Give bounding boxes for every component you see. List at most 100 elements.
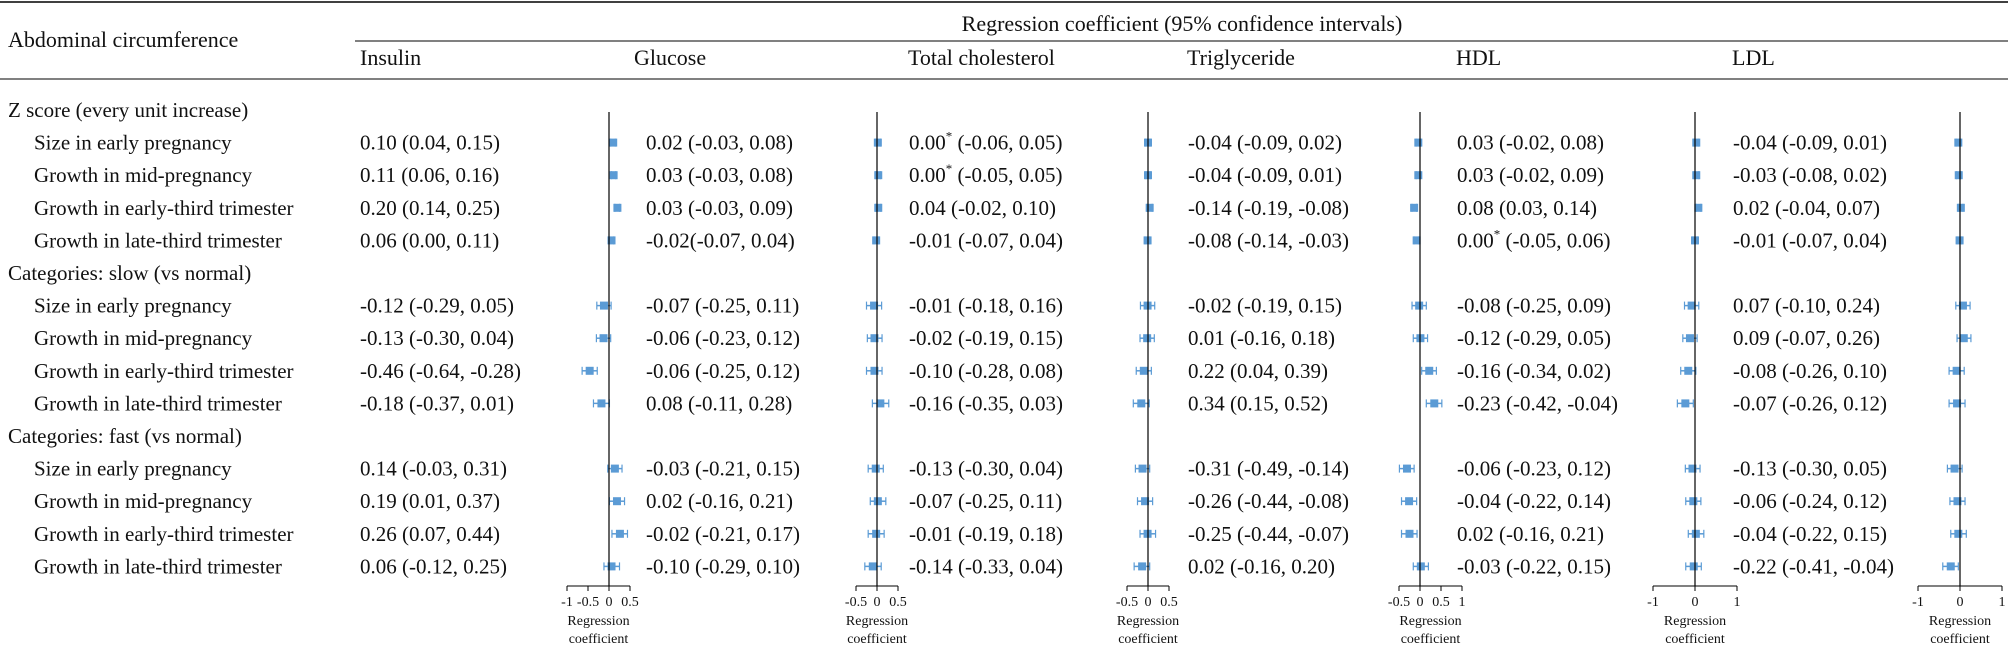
x-axis-label: coefficient (1930, 632, 1990, 647)
value-cell: -0.03 (-0.22, 0.15) (1457, 554, 1611, 578)
value-cell: 0.00* (-0.05, 0.05) (909, 161, 1062, 187)
row-label: Growth in late-third trimester (34, 228, 282, 252)
value-cell: 0.02 (-0.03, 0.08) (646, 131, 793, 155)
value-cell: -0.07 (-0.26, 0.12) (1733, 391, 1887, 415)
value-cell: -0.02 (-0.19, 0.15) (909, 326, 1063, 350)
value-cell: 0.06 (0.00, 0.11) (360, 228, 499, 252)
x-axis-label: Regression (1929, 614, 1991, 629)
tick-label: 0.5 (889, 595, 907, 610)
value-cell: 0.08 (-0.11, 0.28) (646, 391, 792, 415)
point-estimate (613, 203, 622, 212)
point-estimate (870, 334, 879, 343)
value-cell: -0.06 (-0.24, 0.12) (1733, 489, 1887, 513)
point-estimate (868, 562, 877, 571)
value-cell: 0.01 (-0.16, 0.18) (1188, 326, 1335, 350)
value-cell: -0.01 (-0.18, 0.16) (909, 294, 1063, 318)
tick-label: 0.5 (1432, 595, 1450, 610)
point-estimate (615, 529, 624, 538)
column-header-hdl: HDL (1456, 45, 1501, 70)
value-cell: 0.02 (-0.04, 0.07) (1733, 196, 1880, 220)
tick-label: 0 (1957, 595, 1964, 610)
value-cell: 0.20 (0.14, 0.25) (360, 196, 500, 220)
point-estimate (599, 301, 608, 310)
point-estimate (1145, 203, 1154, 212)
value-cell: 0.02 (-0.16, 0.21) (646, 489, 793, 513)
point-estimate (874, 203, 883, 212)
value-cell: 0.34 (0.15, 0.52) (1188, 391, 1328, 415)
tick-label: -0.5 (1388, 595, 1410, 610)
x-axis-label: Regression (1664, 614, 1726, 629)
value-cell: -0.14 (-0.33, 0.04) (909, 554, 1063, 578)
point-estimate (610, 464, 619, 473)
value-cell: 0.02 (-0.16, 0.20) (1188, 554, 1335, 578)
value-cell: -0.10 (-0.28, 0.08) (909, 359, 1063, 383)
value-cell: -0.10 (-0.29, 0.10) (646, 554, 800, 578)
row-label: Growth in mid-pregnancy (34, 326, 253, 350)
point-estimate (1405, 497, 1414, 506)
point-estimate (1687, 301, 1696, 310)
point-estimate (1415, 301, 1424, 310)
value-cell: -0.13 (-0.30, 0.04) (360, 326, 514, 350)
value-cell: 0.00* (-0.06, 0.05) (909, 129, 1062, 155)
point-estimate (873, 497, 882, 506)
x-axis-label: coefficient (847, 632, 907, 647)
value-cell: -0.06 (-0.25, 0.12) (646, 359, 800, 383)
value-cell: -0.06 (-0.23, 0.12) (1457, 457, 1611, 481)
point-estimate (1694, 203, 1703, 212)
tick-label: -1 (561, 595, 573, 610)
point-estimate (1681, 399, 1690, 408)
value-cell: 0.10 (0.04, 0.15) (360, 131, 500, 155)
x-axis-label: coefficient (1118, 632, 1178, 647)
tick-label: 0.5 (621, 595, 639, 610)
tick-label: 1 (1459, 595, 1466, 610)
point-estimate (1688, 464, 1697, 473)
point-estimate (1952, 366, 1961, 375)
point-estimate (1143, 334, 1152, 343)
value-cell: -0.18 (-0.37, 0.01) (360, 391, 514, 415)
value-cell: -0.08 (-0.25, 0.09) (1457, 294, 1611, 318)
value-cell: -0.08 (-0.26, 0.10) (1733, 359, 1887, 383)
value-cell: -0.03 (-0.21, 0.15) (646, 457, 800, 481)
point-estimate (874, 171, 883, 180)
point-estimate (1414, 138, 1423, 147)
x-axis-label: Regression (567, 614, 629, 629)
point-estimate (872, 529, 881, 538)
point-estimate (871, 464, 880, 473)
point-estimate (1412, 236, 1421, 245)
x-axis-label: coefficient (1401, 632, 1461, 647)
chart-title: Regression coefficient (95% confidence i… (962, 11, 1403, 36)
point-estimate (1959, 334, 1968, 343)
value-cell: -0.03 (-0.08, 0.02) (1733, 163, 1887, 187)
row-header: Abdominal circumference (8, 27, 238, 52)
point-estimate (1954, 171, 1963, 180)
point-estimate (1141, 497, 1150, 506)
point-estimate (585, 366, 594, 375)
value-cell: -0.04 (-0.09, 0.02) (1188, 131, 1342, 155)
point-estimate (1138, 562, 1147, 571)
row-label: Size in early pregnancy (34, 457, 232, 481)
value-cell: -0.08 (-0.14, -0.03) (1188, 228, 1349, 252)
point-estimate (607, 562, 616, 571)
point-estimate (1956, 203, 1965, 212)
tick-label: 1 (1999, 595, 2006, 610)
tick-label: -0.5 (845, 595, 867, 610)
value-cell: -0.46 (-0.64, -0.28) (360, 359, 521, 383)
value-cell: 0.09 (-0.07, 0.26) (1733, 326, 1880, 350)
value-cell: 0.02 (-0.16, 0.21) (1457, 522, 1604, 546)
tick-label: 0 (1417, 595, 1424, 610)
group-title-2: Categories: fast (vs normal) (8, 424, 242, 448)
value-cell: -0.16 (-0.34, 0.02) (1457, 359, 1611, 383)
row-label: Growth in mid-pregnancy (34, 489, 253, 513)
value-cell: 0.14 (-0.03, 0.31) (360, 457, 507, 481)
x-axis-label: coefficient (569, 632, 629, 647)
value-cell: -0.06 (-0.23, 0.12) (646, 326, 800, 350)
value-cell: -0.13 (-0.30, 0.05) (1733, 457, 1887, 481)
point-estimate (873, 138, 882, 147)
value-cell: 0.19 (0.01, 0.37) (360, 489, 500, 513)
tick-label: -0.5 (1116, 595, 1138, 610)
value-cell: -0.25 (-0.44, -0.07) (1188, 522, 1349, 546)
value-cell: -0.01 (-0.07, 0.04) (909, 228, 1063, 252)
value-cell: -0.04 (-0.22, 0.14) (1457, 489, 1611, 513)
tick-label: -0.5 (577, 595, 599, 610)
point-estimate (1953, 399, 1962, 408)
